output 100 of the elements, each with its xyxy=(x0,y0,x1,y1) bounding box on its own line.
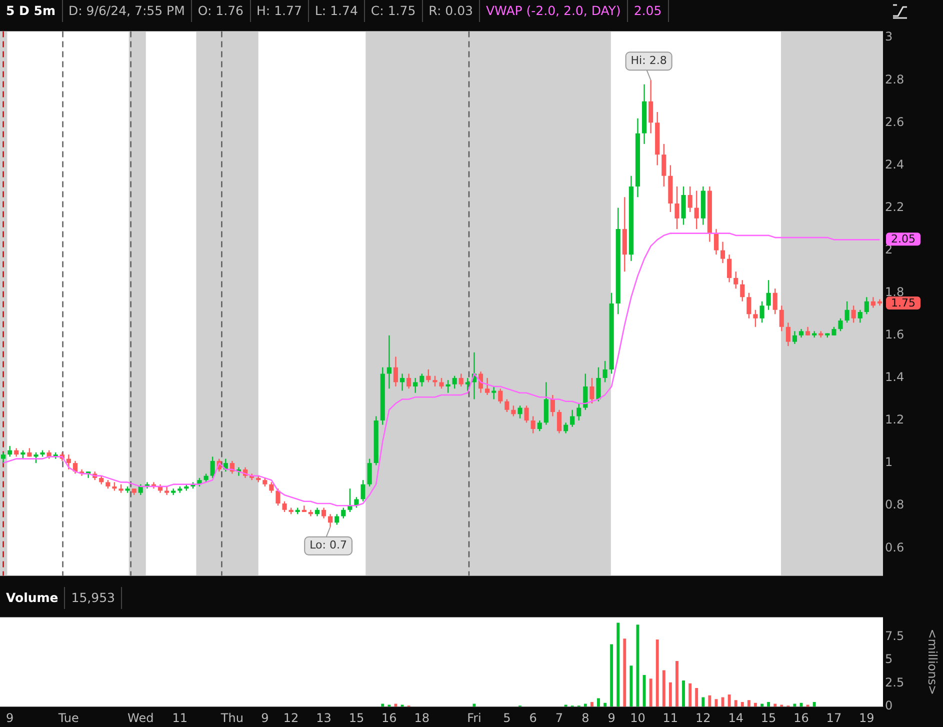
bar xyxy=(394,704,398,707)
candlestick xyxy=(596,366,601,402)
text: VWAP (-2.0, 2.0, DAY) xyxy=(480,0,628,22)
x-tick-label: 13 xyxy=(316,710,332,725)
candlestick xyxy=(674,186,680,230)
candlestick xyxy=(367,458,372,488)
y-tick-label: 0 xyxy=(885,698,893,713)
candlestick xyxy=(727,254,732,283)
bar xyxy=(774,704,777,707)
candlestick xyxy=(714,228,718,256)
candlestick xyxy=(511,405,516,417)
bar xyxy=(812,702,816,707)
candlestick xyxy=(518,405,522,419)
x-tick-label: 9 xyxy=(6,710,14,725)
chart-title: Volume xyxy=(0,587,66,609)
bar xyxy=(760,704,764,707)
bar xyxy=(668,682,672,707)
candlestick xyxy=(544,382,548,426)
text: L: 1.74 xyxy=(308,0,365,22)
candlestick xyxy=(282,500,287,513)
candlestick xyxy=(432,375,438,388)
x-tick-label: 12 xyxy=(695,710,711,725)
text: C: 1.75 xyxy=(364,0,423,22)
candlestick xyxy=(838,318,843,332)
candlestick xyxy=(681,186,686,226)
y-tick-label: 1.8 xyxy=(885,284,904,299)
bar xyxy=(754,702,757,707)
text: O: 1.76 xyxy=(192,0,250,22)
candlestick xyxy=(688,186,692,213)
candlestick xyxy=(530,416,536,434)
bar xyxy=(656,640,659,707)
x-tick-label: 19 xyxy=(859,710,874,725)
x-tick-label: 18 xyxy=(414,710,430,725)
candlestick xyxy=(413,377,418,394)
annotation: Lo: 0.7 xyxy=(310,538,347,552)
candlestick xyxy=(583,373,588,410)
candlestick xyxy=(779,305,784,332)
candlestick xyxy=(276,488,280,506)
bar xyxy=(662,670,666,707)
candlestick xyxy=(66,454,71,470)
candlestick xyxy=(792,330,797,345)
candlestick xyxy=(269,482,274,494)
candlestick xyxy=(426,368,431,383)
x-tick-label: 8 xyxy=(582,710,590,725)
bar xyxy=(734,700,738,707)
y-tick-label: 2.2 xyxy=(885,200,904,214)
bar xyxy=(728,694,731,707)
annotation: 2.05 xyxy=(891,232,916,246)
candlestick xyxy=(786,322,790,347)
x-tick-label: 9 xyxy=(261,710,269,725)
bar xyxy=(616,622,620,707)
candlestick xyxy=(858,309,862,324)
bar xyxy=(623,638,626,707)
x-tick-label: 7 xyxy=(555,710,564,725)
candlestick xyxy=(524,405,529,424)
y-tick-label: 2.6 xyxy=(885,114,904,129)
y-axis-title: <millions> xyxy=(926,628,940,696)
candlestick xyxy=(321,507,326,519)
y-tick-label: 1.4 xyxy=(885,370,904,384)
candlestick xyxy=(766,280,771,310)
candlestick xyxy=(328,514,333,528)
candlestick xyxy=(210,456,215,479)
bar xyxy=(714,699,718,707)
bar xyxy=(381,704,384,707)
candlestick xyxy=(720,241,726,264)
bar xyxy=(597,698,600,707)
bar xyxy=(590,702,594,707)
bar xyxy=(767,702,770,707)
x-tick-label: 15 xyxy=(760,710,776,725)
candlestick xyxy=(590,377,594,404)
candlestick xyxy=(760,300,764,324)
bar xyxy=(747,700,750,707)
candlestick xyxy=(570,409,575,428)
candlestick xyxy=(348,488,352,513)
bar xyxy=(584,704,587,707)
x-tick-label: Fri xyxy=(467,710,482,725)
candlestick xyxy=(492,386,496,400)
y-tick-label: 7.5 xyxy=(885,628,904,643)
candlestick xyxy=(0,452,6,464)
candlestick xyxy=(870,296,876,308)
candlestick xyxy=(662,143,666,188)
candlestick xyxy=(386,334,392,390)
bar xyxy=(695,688,698,707)
candlestick xyxy=(8,445,12,458)
x-tick-label: 11 xyxy=(662,710,678,725)
chart-title: 5 D 5m xyxy=(0,0,62,22)
candlestick xyxy=(740,280,745,302)
candlestick xyxy=(458,373,464,388)
x-tick-label: Thu xyxy=(220,710,244,725)
candlestick xyxy=(406,373,412,390)
candlestick xyxy=(439,377,444,390)
text: 2.05 xyxy=(628,0,669,22)
candlestick xyxy=(746,292,752,319)
candlestick xyxy=(563,422,568,434)
bar xyxy=(472,704,476,707)
candlestick xyxy=(446,379,450,394)
candlestick xyxy=(334,514,340,526)
candlestick xyxy=(844,300,850,324)
x-tick-label: 16 xyxy=(794,710,809,725)
candlestick xyxy=(753,309,758,328)
